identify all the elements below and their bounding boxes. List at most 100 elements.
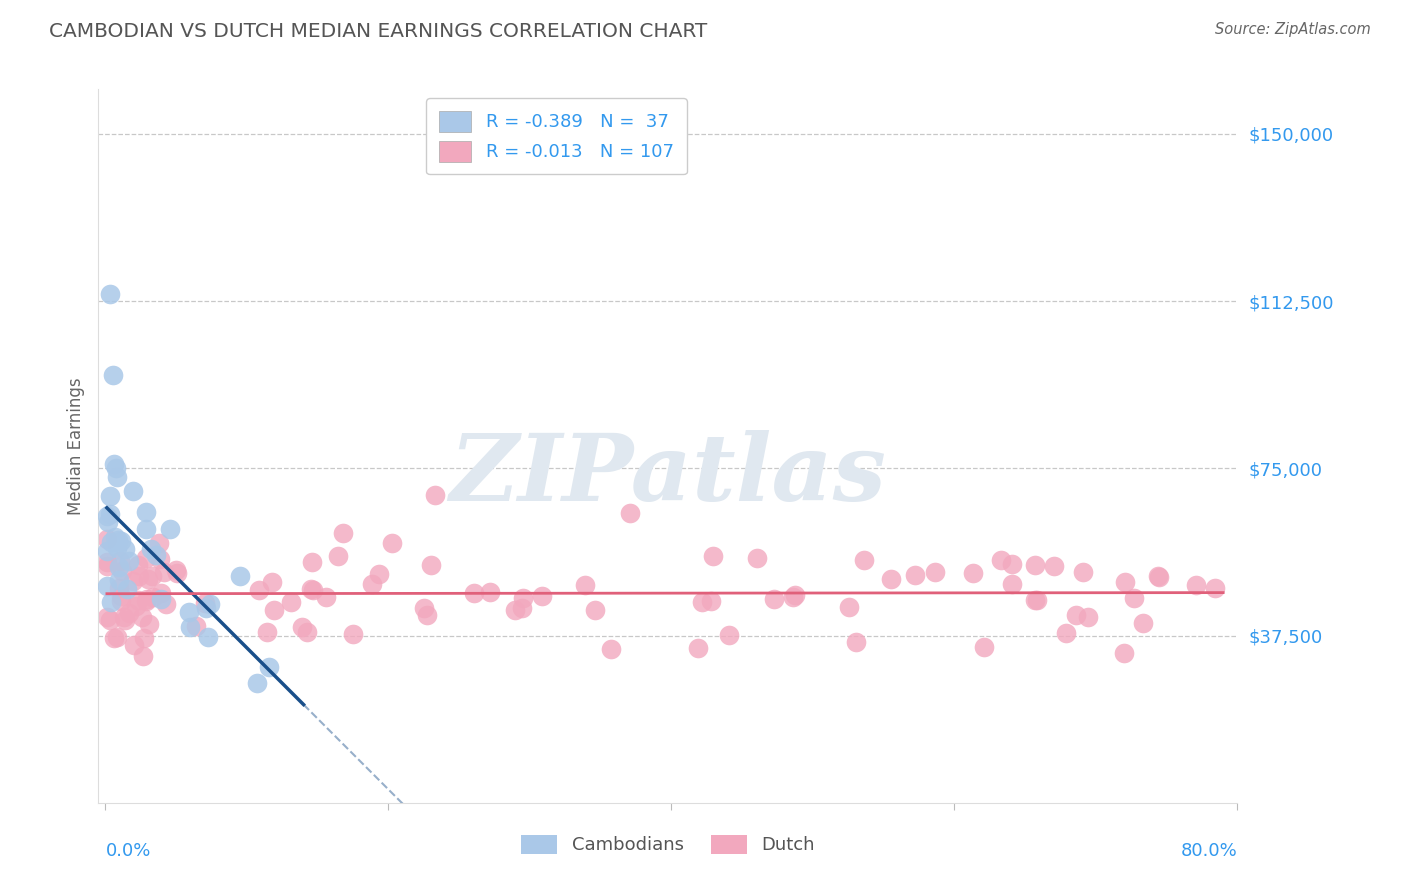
Point <box>118 553 141 567</box>
Point <box>100 594 122 608</box>
Point <box>962 566 984 581</box>
Point <box>198 598 221 612</box>
Point <box>107 560 129 574</box>
Point <box>1024 558 1046 573</box>
Point <box>299 582 322 596</box>
Point <box>718 628 741 642</box>
Point <box>1123 591 1146 605</box>
Text: 0.0%: 0.0% <box>105 842 150 860</box>
Point <box>1024 592 1046 607</box>
Point <box>159 522 181 536</box>
Text: CAMBODIAN VS DUTCH MEDIAN EARNINGS CORRELATION CHART: CAMBODIAN VS DUTCH MEDIAN EARNINGS CORRE… <box>49 22 707 41</box>
Point <box>699 593 721 607</box>
Point <box>135 594 157 608</box>
Point <box>112 610 135 624</box>
Point <box>745 550 768 565</box>
Point <box>326 549 349 563</box>
Point <box>280 595 302 609</box>
Point <box>879 573 901 587</box>
Point <box>103 632 125 646</box>
Point <box>114 541 136 556</box>
Point <box>150 586 173 600</box>
Legend: Cambodians, Dutch: Cambodians, Dutch <box>513 828 823 862</box>
Point <box>125 599 148 613</box>
Point <box>105 630 128 644</box>
Point <box>108 581 131 595</box>
Point <box>904 567 927 582</box>
Point <box>177 606 200 620</box>
Point <box>599 641 621 656</box>
Point <box>686 641 709 656</box>
Point <box>122 638 145 652</box>
Point <box>101 368 124 382</box>
Point <box>479 585 502 599</box>
Point <box>702 549 724 564</box>
Point <box>246 676 269 690</box>
Point <box>381 535 404 549</box>
Point <box>583 603 606 617</box>
Point <box>128 569 150 583</box>
Point <box>96 555 118 569</box>
Point <box>132 631 155 645</box>
Point <box>150 591 173 606</box>
Point <box>118 607 141 621</box>
Point <box>1042 558 1064 573</box>
Point <box>315 590 337 604</box>
Point <box>96 533 118 547</box>
Point <box>1149 570 1171 584</box>
Point <box>1147 569 1170 583</box>
Point <box>135 591 157 606</box>
Point <box>413 601 436 615</box>
Point <box>96 610 118 624</box>
Point <box>166 566 188 580</box>
Point <box>105 541 128 556</box>
Point <box>342 627 364 641</box>
Point <box>104 461 127 475</box>
Point <box>149 552 172 566</box>
Point <box>990 553 1012 567</box>
Point <box>463 585 485 599</box>
Point <box>973 640 995 654</box>
Y-axis label: Median Earnings: Median Earnings <box>66 377 84 515</box>
Point <box>145 548 167 562</box>
Point <box>845 635 868 649</box>
Point <box>301 582 323 597</box>
Point <box>297 625 319 640</box>
Point <box>1185 578 1208 592</box>
Point <box>96 544 118 558</box>
Text: Source: ZipAtlas.com: Source: ZipAtlas.com <box>1215 22 1371 37</box>
Point <box>135 523 157 537</box>
Point <box>135 506 157 520</box>
Point <box>1026 592 1049 607</box>
Point <box>574 578 596 592</box>
Point <box>96 558 118 573</box>
Point <box>132 648 155 663</box>
Point <box>104 530 127 544</box>
Point <box>1073 566 1095 580</box>
Point <box>131 609 153 624</box>
Point <box>122 574 145 589</box>
Point <box>838 600 860 615</box>
Point <box>368 566 391 581</box>
Point <box>110 589 132 603</box>
Point <box>853 553 876 567</box>
Point <box>127 592 149 607</box>
Point <box>136 573 159 587</box>
Point <box>1132 616 1154 631</box>
Point <box>122 483 145 498</box>
Point <box>110 533 132 548</box>
Point <box>419 558 441 572</box>
Point <box>785 588 807 602</box>
Point <box>142 590 165 604</box>
Point <box>291 620 314 634</box>
Point <box>690 595 713 609</box>
Point <box>195 600 218 615</box>
Point <box>98 287 121 301</box>
Point <box>155 597 177 611</box>
Point <box>135 551 157 566</box>
Point <box>179 620 201 634</box>
Point <box>165 563 187 577</box>
Point <box>263 603 285 617</box>
Point <box>619 506 641 520</box>
Point <box>301 555 323 569</box>
